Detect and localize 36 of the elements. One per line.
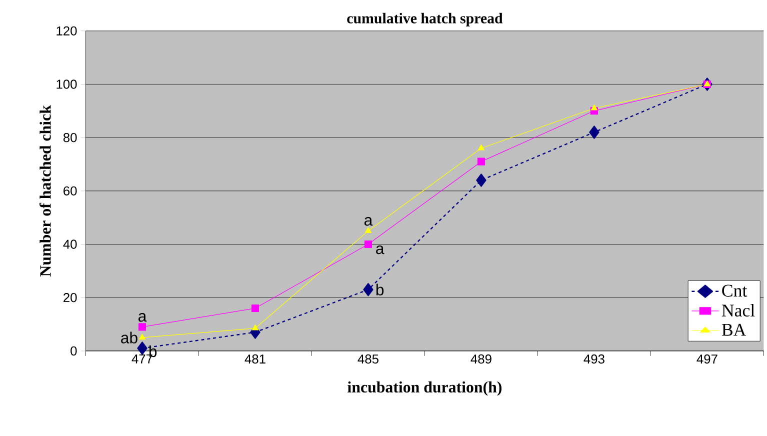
- x-tick-label: 485: [358, 354, 378, 364]
- point: [138, 334, 146, 340]
- x-axis-title: incubation duration(h): [348, 382, 502, 396]
- x-tick-label: 481: [244, 354, 266, 364]
- y-tick-label: 60: [64, 186, 77, 196]
- point: [590, 104, 598, 110]
- point: [364, 240, 372, 248]
- point: [364, 227, 372, 234]
- annotation: a: [376, 246, 384, 254]
- annotation: b: [376, 284, 384, 296]
- y-axis-title: Number of hatched chick: [40, 105, 51, 277]
- point: [137, 342, 148, 355]
- point: [138, 323, 146, 331]
- annotation: a: [138, 313, 147, 322]
- x-tick-label: 493: [584, 354, 604, 364]
- y-tick-label: 100: [56, 80, 77, 89]
- legend-label: Cnt: [722, 284, 748, 297]
- x-tick-label: 489: [470, 354, 492, 364]
- point: [363, 283, 374, 296]
- chart-title: cumulative hatch spread: [347, 13, 503, 27]
- point: [252, 324, 259, 330]
- y-tick-label: 120: [56, 26, 77, 36]
- y-tick-label: 40: [63, 240, 77, 249]
- legend-label: Nacl: [722, 304, 755, 317]
- point: [476, 174, 486, 187]
- annotation: ab: [121, 332, 138, 344]
- annotation: a: [364, 217, 373, 226]
- y-tick-label: 80: [63, 133, 77, 142]
- y-tick-label: 0: [70, 346, 77, 356]
- legend-label: BA: [722, 324, 746, 336]
- point: [251, 304, 260, 312]
- x-tick-label: 497: [696, 354, 718, 364]
- point: [589, 126, 600, 139]
- y-tick-label: 20: [64, 293, 77, 302]
- point: [477, 158, 486, 166]
- point: [478, 144, 485, 150]
